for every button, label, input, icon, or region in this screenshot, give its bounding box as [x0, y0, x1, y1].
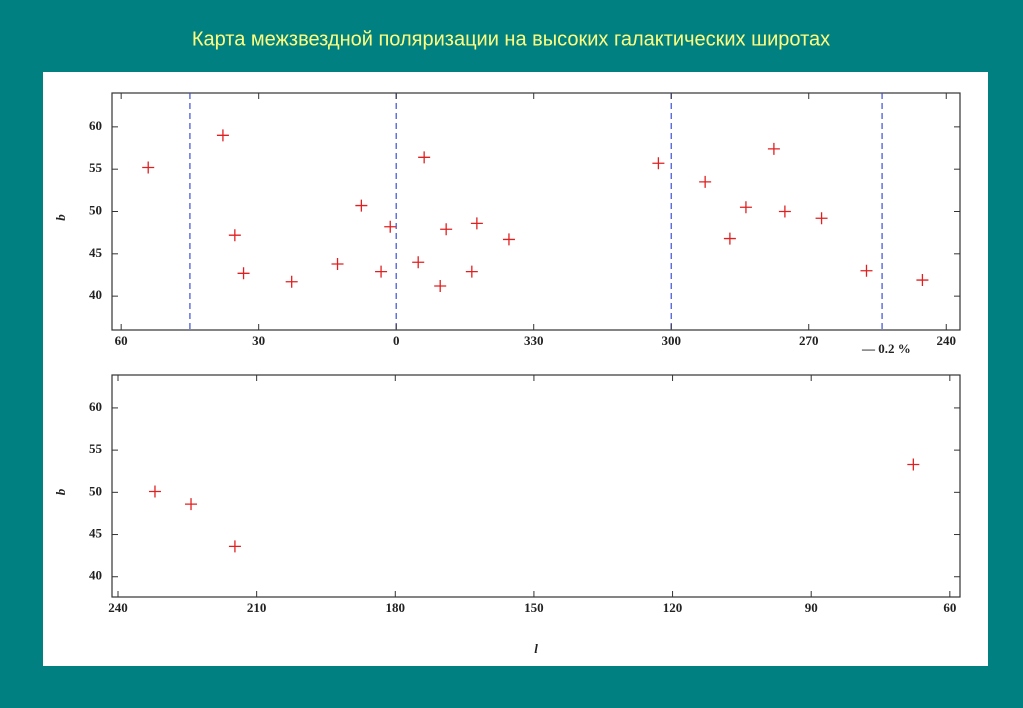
- y-tick-label: 40: [89, 287, 102, 302]
- star-marker: [185, 498, 198, 511]
- x-tick-label: 330: [524, 333, 544, 348]
- x-tick-label: 60: [943, 600, 956, 615]
- x-axis-label: l: [534, 641, 538, 656]
- star-marker: [434, 279, 447, 292]
- star-marker: [228, 229, 241, 242]
- y-axis-label: b: [53, 488, 68, 495]
- star-marker: [228, 540, 241, 553]
- star-marker: [465, 265, 478, 278]
- y-tick-label: 60: [89, 399, 102, 414]
- x-tick-label: 30: [252, 333, 265, 348]
- y-tick-label: 50: [89, 202, 102, 217]
- star-marker: [384, 220, 397, 233]
- star-marker: [142, 161, 155, 174]
- scale-label: — 0.2 %: [861, 341, 911, 356]
- star-marker: [652, 157, 665, 170]
- x-tick-label: 120: [663, 600, 683, 615]
- slide-title: Карта межзвездной поляризации на высоких…: [192, 28, 830, 50]
- star-marker: [815, 212, 828, 225]
- figure-panel: [43, 72, 988, 666]
- star-marker: [148, 485, 161, 498]
- star-marker: [216, 129, 229, 142]
- x-tick-label: 180: [386, 600, 406, 615]
- x-tick-label: 270: [799, 333, 819, 348]
- star-marker: [412, 256, 425, 269]
- y-tick-label: 45: [89, 245, 103, 260]
- x-tick-label: 0: [393, 333, 400, 348]
- star-marker: [907, 458, 920, 471]
- y-tick-label: 55: [89, 441, 103, 456]
- star-marker: [418, 151, 431, 164]
- y-tick-label: 45: [89, 526, 103, 541]
- y-tick-label: 50: [89, 483, 102, 498]
- x-tick-label: 300: [661, 333, 681, 348]
- star-marker: [916, 274, 929, 287]
- star-marker: [778, 205, 791, 218]
- star-marker: [440, 223, 453, 236]
- star-marker: [285, 275, 298, 288]
- star-marker: [470, 217, 483, 230]
- x-tick-label: 240: [108, 600, 128, 615]
- y-tick-label: 40: [89, 568, 102, 583]
- star-marker: [355, 199, 368, 212]
- x-tick-label: 60: [115, 333, 128, 348]
- plot-frame: [111, 374, 961, 598]
- star-marker: [699, 175, 712, 188]
- x-tick-label: 90: [805, 600, 818, 615]
- star-marker: [739, 201, 752, 214]
- star-marker: [860, 264, 873, 277]
- star-marker: [767, 142, 780, 155]
- y-tick-label: 60: [89, 118, 102, 133]
- x-tick-label: 150: [524, 600, 544, 615]
- x-tick-label: 210: [247, 600, 267, 615]
- star-marker: [723, 232, 736, 245]
- star-marker: [502, 233, 515, 246]
- x-tick-label: 240: [936, 333, 956, 348]
- star-marker: [237, 267, 250, 280]
- star-marker: [375, 265, 388, 278]
- y-axis-label: b: [53, 214, 68, 221]
- y-tick-label: 55: [89, 160, 103, 175]
- star-marker: [331, 257, 344, 270]
